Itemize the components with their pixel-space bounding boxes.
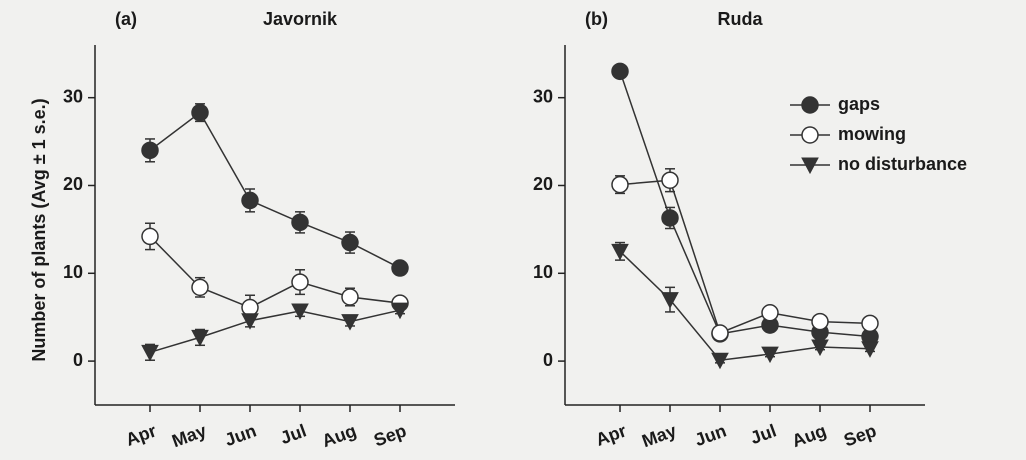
data-point [341, 288, 359, 306]
data-point [861, 341, 879, 358]
legend-marker [801, 157, 819, 175]
panel-title: Ruda [718, 9, 764, 29]
data-point [661, 171, 679, 189]
data-point [611, 243, 629, 261]
y-tick-label: 30 [63, 86, 83, 106]
data-point [141, 227, 159, 246]
panel-label: (a) [115, 9, 137, 29]
y-tick-label: 10 [533, 262, 553, 282]
data-point [291, 273, 309, 291]
data-point [141, 344, 159, 362]
data-point [711, 324, 729, 342]
data-point [191, 278, 209, 297]
series-line [619, 250, 871, 362]
data-point [761, 304, 779, 322]
data-point [241, 191, 259, 210]
data-point [611, 175, 629, 194]
data-point [341, 314, 359, 331]
y-tick-label: 0 [543, 350, 553, 370]
data-point [861, 314, 879, 333]
data-point [811, 339, 829, 357]
data-point [711, 352, 729, 370]
y-axis-label: Number of plants (Avg ± 1 s.e.) [29, 98, 49, 361]
data-point [391, 259, 409, 277]
y-tick-label: 0 [73, 350, 83, 370]
data-point [661, 292, 679, 309]
legend-marker [801, 126, 819, 144]
data-point [241, 298, 259, 317]
legend-label: gaps [838, 94, 880, 114]
series-line [149, 111, 401, 269]
series-line [149, 309, 401, 354]
panel-title: Javornik [263, 9, 338, 29]
data-point [811, 312, 829, 331]
data-point [661, 209, 679, 227]
data-point [291, 213, 309, 232]
legend-label: mowing [838, 124, 906, 144]
y-tick-label: 20 [533, 174, 553, 194]
data-point [291, 303, 309, 321]
data-point [761, 346, 779, 364]
data-point [341, 233, 359, 252]
legend-marker [801, 96, 819, 114]
data-point [611, 62, 629, 81]
y-tick-label: 20 [63, 174, 83, 194]
panel-label: (b) [585, 9, 608, 29]
y-tick-label: 30 [533, 86, 553, 106]
data-point [391, 302, 409, 320]
data-point [141, 141, 159, 160]
data-point [191, 103, 209, 122]
legend-label: no disturbance [838, 154, 967, 174]
data-point [241, 313, 259, 330]
data-point [191, 329, 209, 347]
y-tick-label: 10 [63, 262, 83, 282]
